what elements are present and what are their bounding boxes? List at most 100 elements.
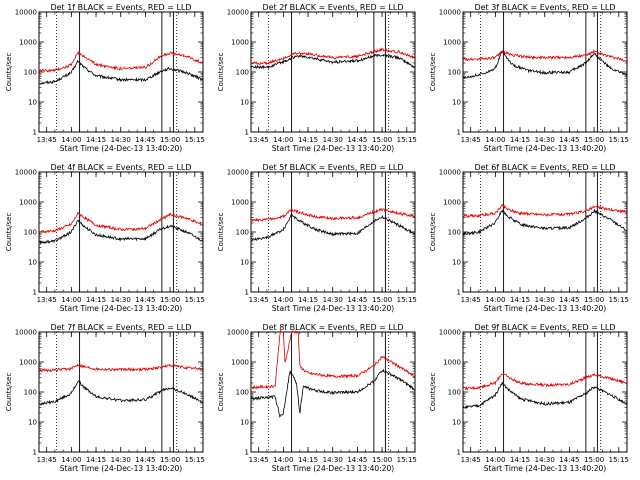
y-tick-label: 10 <box>240 259 249 267</box>
x-tick-label: 14:15 <box>298 456 318 464</box>
x-axis-label: Start Time (24-Dec-13 13:40:20) <box>60 464 182 473</box>
chart-title: Det 8f BLACK = Events, RED = LLD <box>262 323 403 332</box>
y-tick-label: 10 <box>452 259 461 267</box>
lld-series-line <box>39 212 203 234</box>
x-tick-label: 14:15 <box>510 456 530 464</box>
y-tick-label: 10 <box>28 99 37 107</box>
x-tick-label: 15:00 <box>160 456 180 464</box>
chart-panel: Det 7f BLACK = Events, RED = LLD 1 10 100 10… <box>5 323 205 473</box>
x-tick-label: 14:30 <box>111 296 131 304</box>
y-tick-label: 10 <box>28 419 37 427</box>
y-tick-label: 1000 <box>231 199 249 207</box>
y-tick-label: 10 <box>240 99 249 107</box>
events-series-line <box>250 213 415 242</box>
x-axis-label: Start Time (24-Dec-13 13:40:20) <box>272 144 394 153</box>
x-tick-label: 14:45 <box>135 136 155 144</box>
y-tick-label: 100 <box>448 389 461 397</box>
y-tick-label: 1 <box>245 449 249 457</box>
x-tick-label: 14:15 <box>86 296 106 304</box>
chart-panel: Det 3f BLACK = Events, RED = LLD 1 10 100 10… <box>429 3 629 153</box>
events-series-line <box>462 51 627 79</box>
x-tick-label: 14:45 <box>559 136 579 144</box>
x-tick-label: 15:15 <box>609 136 629 144</box>
events-series-line <box>38 380 203 406</box>
y-tick-label: 100 <box>236 229 249 237</box>
x-axis-label: Start Time (24-Dec-13 13:40:20) <box>484 464 606 473</box>
x-tick-label: 14:45 <box>559 456 579 464</box>
x-tick-label: 15:00 <box>372 136 392 144</box>
y-tick-label: 10000 <box>15 329 37 337</box>
x-tick-label: 13:45 <box>37 456 57 464</box>
lld-series-line <box>462 203 627 219</box>
y-tick-label: 1 <box>245 289 249 297</box>
x-tick-label: 14:00 <box>485 456 505 464</box>
x-tick-label: 13:45 <box>461 456 481 464</box>
x-tick-label: 13:45 <box>37 136 57 144</box>
x-tick-label: 15:15 <box>609 456 629 464</box>
x-tick-label: 15:15 <box>185 296 205 304</box>
x-tick-label: 14:15 <box>86 136 106 144</box>
lld-series-line <box>250 329 415 390</box>
plot-frame <box>38 11 204 133</box>
x-tick-label: 15:00 <box>372 296 392 304</box>
x-tick-label: 15:15 <box>397 456 417 464</box>
y-axis-label: Counts/sec <box>217 213 225 252</box>
events-series-line <box>250 369 415 418</box>
x-tick-label: 14:15 <box>510 136 530 144</box>
x-tick-label: 15:00 <box>584 456 604 464</box>
x-tick-label: 14:30 <box>323 456 343 464</box>
x-tick-label: 15:15 <box>185 136 205 144</box>
x-axis-label: Start Time (24-Dec-13 13:40:20) <box>484 304 606 313</box>
chart-title: Det 4f BLACK = Events, RED = LLD <box>50 163 191 172</box>
x-tick-label: 14:30 <box>535 296 555 304</box>
y-tick-label: 100 <box>24 389 37 397</box>
x-tick-label: 14:45 <box>135 296 155 304</box>
lld-series-line <box>38 50 203 74</box>
x-axis-label: Start Time (24-Dec-13 13:40:20) <box>272 304 394 313</box>
y-tick-label: 1 <box>457 129 461 137</box>
x-tick-label: 15:15 <box>397 136 417 144</box>
x-tick-label: 13:45 <box>461 296 481 304</box>
events-series-line <box>462 381 627 410</box>
y-tick-label: 10000 <box>227 9 249 17</box>
chart-title: Det 2f BLACK = Events, RED = LLD <box>262 3 403 12</box>
y-tick-label: 10000 <box>439 329 461 337</box>
x-tick-label: 14:30 <box>111 456 131 464</box>
x-axis-label: Start Time (24-Dec-13 13:40:20) <box>60 304 182 313</box>
y-axis-label: Counts/sec <box>429 213 437 252</box>
y-tick-label: 10 <box>452 419 461 427</box>
x-tick-label: 13:45 <box>249 296 269 304</box>
y-tick-label: 1000 <box>19 39 37 47</box>
plot-frame <box>38 331 204 453</box>
chart-title: Det 9f BLACK = Events, RED = LLD <box>474 323 615 332</box>
chart-panel: Det 4f BLACK = Events, RED = LLD 1 10 100 10… <box>5 163 205 313</box>
x-tick-label: 14:15 <box>298 296 318 304</box>
x-tick-label: 14:45 <box>135 456 155 464</box>
lld-series-line <box>462 373 627 391</box>
y-tick-label: 1 <box>33 289 37 297</box>
chart-panel: Det 6f BLACK = Events, RED = LLD 1 10 100 10… <box>429 163 629 313</box>
x-tick-label: 14:15 <box>298 136 318 144</box>
chart-panel: Det 5f BLACK = Events, RED = LLD 1 10 100 10… <box>217 163 417 313</box>
y-axis-label: Counts/sec <box>429 373 437 412</box>
x-tick-label: 14:00 <box>61 136 81 144</box>
y-tick-label: 1000 <box>231 39 249 47</box>
y-axis-label: Counts/sec <box>429 53 437 92</box>
x-tick-label: 14:15 <box>510 296 530 304</box>
x-tick-label: 14:30 <box>535 456 555 464</box>
x-tick-label: 14:30 <box>535 136 555 144</box>
lld-series-line <box>250 207 415 223</box>
y-tick-label: 100 <box>448 229 461 237</box>
x-tick-label: 14:45 <box>347 456 367 464</box>
y-tick-label: 100 <box>236 389 249 397</box>
y-axis-label: Counts/sec <box>217 53 225 92</box>
x-tick-label: 13:45 <box>249 456 269 464</box>
y-tick-label: 10 <box>452 99 461 107</box>
y-tick-label: 1000 <box>231 359 249 367</box>
events-series-line <box>38 59 203 85</box>
y-tick-label: 10 <box>28 259 37 267</box>
y-tick-label: 100 <box>236 69 249 77</box>
y-tick-label: 10000 <box>15 9 37 17</box>
x-tick-label: 14:00 <box>485 136 505 144</box>
lld-series-line <box>38 363 203 374</box>
